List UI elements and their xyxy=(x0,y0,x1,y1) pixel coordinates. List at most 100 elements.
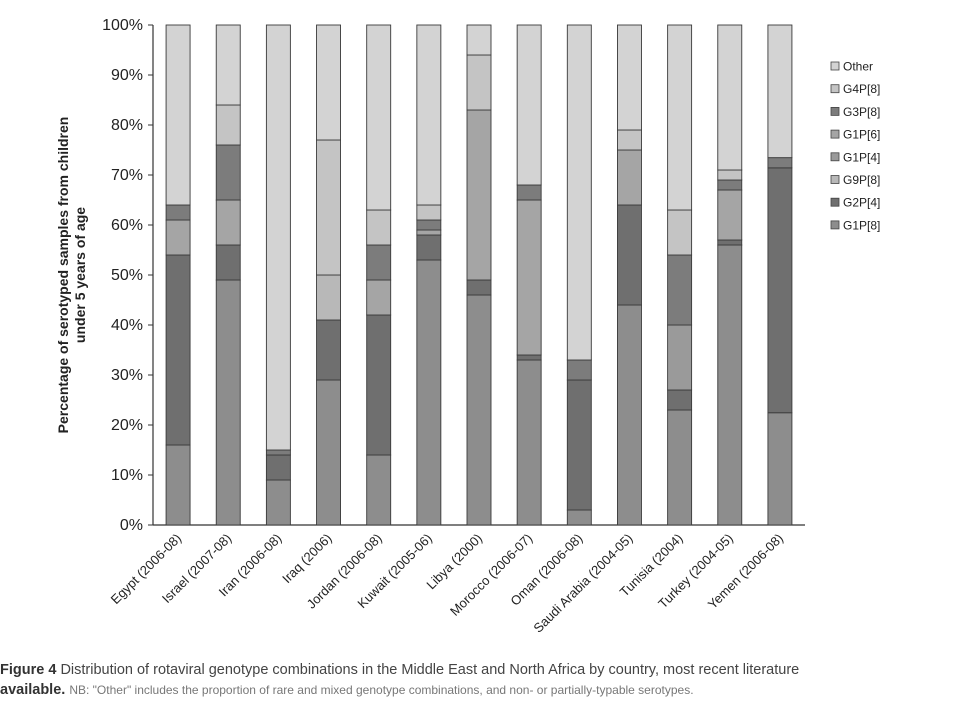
legend-swatch xyxy=(830,129,840,139)
legend-swatch xyxy=(830,197,840,207)
figure-label: Figure 4 xyxy=(0,662,57,678)
bar-segment xyxy=(717,179,743,191)
caption-line-1: Figure 4 Distribution of rotaviral genot… xyxy=(0,660,960,680)
y-axis-title-line: under 5 years of age xyxy=(72,207,88,343)
bar-segment xyxy=(416,204,442,221)
bar-segment xyxy=(566,24,592,361)
bar-segment xyxy=(516,24,542,186)
bar-segment xyxy=(165,444,191,526)
bar-segment xyxy=(767,24,793,159)
bar-segment xyxy=(566,379,592,511)
y-axis-title-line: Percentage of serotyped samples from chi… xyxy=(55,117,71,434)
bar-segment xyxy=(767,412,793,526)
bar-segment xyxy=(617,149,642,206)
bar-segment xyxy=(466,279,492,296)
bar-segment xyxy=(667,324,693,391)
bar-segment xyxy=(316,319,341,381)
bar-segment xyxy=(466,294,492,526)
y-tick-label: 10% xyxy=(111,467,143,484)
y-tick-label: 90% xyxy=(111,67,143,84)
y-tick-label: 0% xyxy=(120,517,143,534)
bar-segment xyxy=(617,129,642,151)
bar-segment xyxy=(667,209,693,256)
bar-segment xyxy=(316,139,341,276)
bar-segment xyxy=(215,104,241,146)
legend-label: G2P[4] xyxy=(843,196,880,210)
bar-segment xyxy=(215,24,241,106)
bar-segment xyxy=(215,244,241,281)
caption-title-end: available. xyxy=(0,682,66,698)
bar-segment xyxy=(366,24,392,211)
legend-swatch xyxy=(830,220,840,230)
bar-segment xyxy=(265,449,291,456)
bar-segment xyxy=(466,54,492,111)
bar-segment xyxy=(366,454,392,526)
legend-label: G1P[6] xyxy=(843,128,880,142)
bar-segment xyxy=(717,244,743,526)
y-tick-label: 30% xyxy=(111,367,143,384)
bar-segment xyxy=(767,157,793,169)
legend-swatch xyxy=(830,84,840,94)
bar-segment xyxy=(667,24,693,211)
bar-segment xyxy=(667,254,693,326)
legend-label: G3P[8] xyxy=(843,105,880,119)
y-tick-label: 70% xyxy=(111,167,143,184)
bar-segment xyxy=(516,359,542,526)
bar-segment xyxy=(316,379,341,526)
bar-segment xyxy=(466,109,492,281)
legend-swatch xyxy=(830,175,840,184)
legend-label: Other xyxy=(843,60,873,74)
bar-segment xyxy=(466,24,492,56)
bar-segment xyxy=(767,167,793,414)
bar-segment xyxy=(265,479,291,526)
bar-segment xyxy=(366,244,392,281)
bar-segment xyxy=(617,304,642,526)
bar-segment xyxy=(215,279,241,526)
y-axis-title: Percentage of serotyped samples from chi… xyxy=(55,117,88,434)
bar-segment xyxy=(566,509,592,526)
y-tick-label: 40% xyxy=(111,317,143,334)
bar-segment xyxy=(717,24,743,171)
bar-segment xyxy=(215,144,241,201)
bar-segment xyxy=(165,219,191,256)
legend-label: G4P[8] xyxy=(843,82,880,96)
bar-segment xyxy=(516,199,542,356)
bar-segment xyxy=(265,24,291,451)
bar-segment xyxy=(366,279,392,316)
legend-swatch xyxy=(830,152,840,162)
bar-segment xyxy=(416,259,442,526)
bar-segment xyxy=(316,274,341,321)
bar-segment xyxy=(366,209,392,246)
bar-segment xyxy=(717,189,743,241)
bar-segment xyxy=(416,229,442,236)
bar-segment xyxy=(165,204,191,221)
legend-label: G1P[8] xyxy=(843,218,880,232)
bar-segment xyxy=(165,24,191,206)
caption-title: Distribution of rotaviral genotype combi… xyxy=(60,662,800,678)
bar-segment xyxy=(617,204,642,306)
bar-segment xyxy=(265,454,291,481)
x-category-label: Saudi Arabia (2004-05) xyxy=(530,531,635,636)
bar-segment xyxy=(667,409,693,526)
bar-segment xyxy=(165,254,191,446)
legend-label: G9P[8] xyxy=(843,173,880,187)
bar-segment xyxy=(566,359,592,381)
bar-segment xyxy=(516,184,542,201)
bar-segment xyxy=(717,239,743,246)
y-tick-label: 80% xyxy=(111,117,143,134)
bar-segment xyxy=(316,24,341,141)
bar-segment xyxy=(667,389,693,411)
y-tick-label: 60% xyxy=(111,217,143,234)
legend-swatch xyxy=(830,107,840,116)
bar-segment xyxy=(416,234,442,261)
legend-label: G1P[4] xyxy=(843,150,880,164)
bar-segment xyxy=(416,219,442,231)
caption-note: NB: "Other" includes the proportion of r… xyxy=(69,683,694,697)
bar-segment xyxy=(617,24,642,131)
y-tick-label: 50% xyxy=(111,267,143,284)
bar-segment xyxy=(366,314,392,456)
figure-caption: Figure 4 Distribution of rotaviral genot… xyxy=(0,660,960,700)
y-tick-label: 20% xyxy=(111,417,143,434)
